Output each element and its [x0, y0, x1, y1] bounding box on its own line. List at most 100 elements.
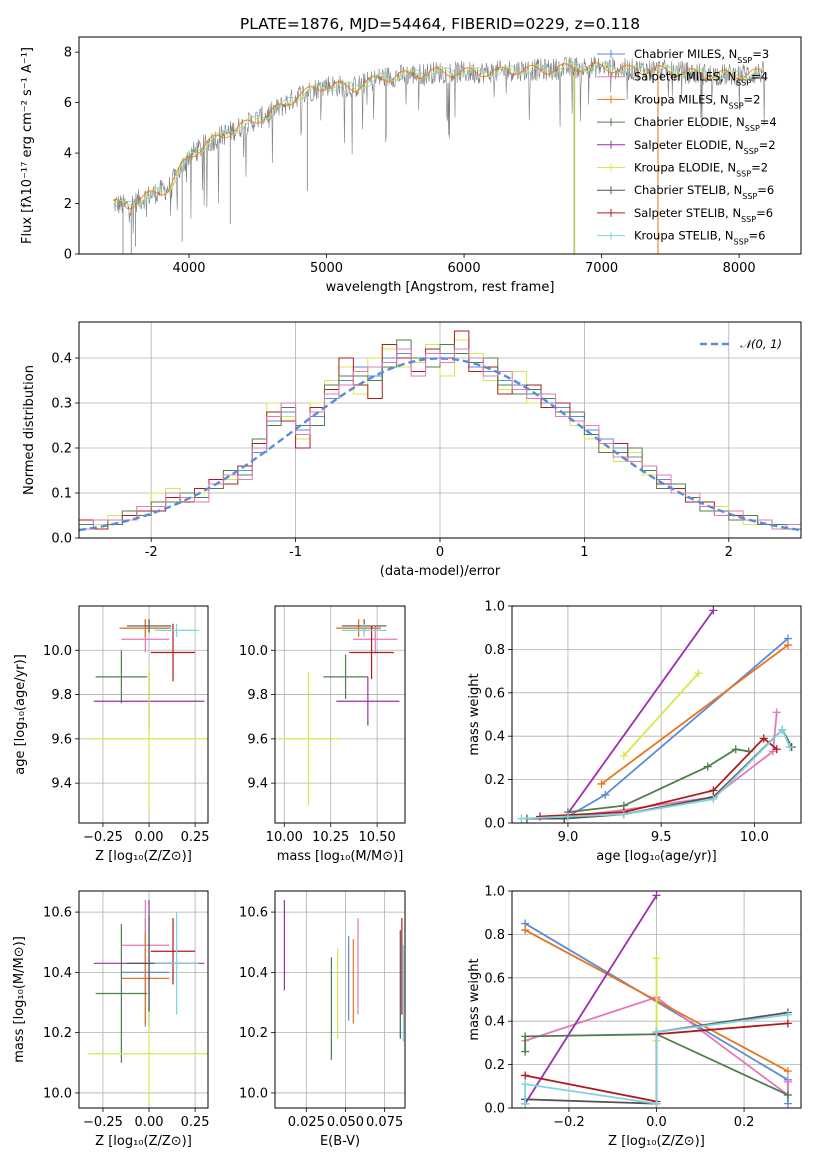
y-tick-label: 0.6 [484, 971, 505, 986]
point-marker [601, 790, 610, 799]
y-tick-label: 10.4 [43, 966, 72, 981]
x-tick-label: 8000 [723, 261, 756, 276]
axes-residuals: -2 -1 0 1 2 0.0 0.1 0.2 0.3 0.4 (data-model)/error… [22, 321, 802, 579]
y-tick-label: 8 [64, 46, 72, 61]
axes-frame-weight_vs_Z [511, 890, 802, 1109]
point-marker [652, 954, 661, 963]
x-axis-label: mass [log₁₀(M/M⊙)] [277, 849, 404, 864]
y-tick-label: 2 [64, 197, 72, 212]
x-axis-label: Z [log₁₀(Z/Z⊙)] [95, 1134, 192, 1149]
legend-label: 𝒩(0, 1) [740, 337, 782, 351]
legend-spectrum: Chabrier MILES, NSSP=3 Salpeter MILES, NS… [597, 47, 777, 246]
point-marker [783, 1099, 792, 1108]
legend-label: Chabrier STELIB, NSSP=6 [634, 183, 774, 201]
y-axis-label: Flux [fλ10⁻¹⁷ erg cm⁻² s⁻¹ A⁻¹] [20, 47, 35, 244]
point-marker [521, 1032, 530, 1041]
x-tick-label: 9.5 [651, 830, 672, 845]
axes-weight_vs_Z: −0.2 0.0 0.2 0.0 0.2 0.4 0.6 0.8 1.0 Z [log₁₀(Z/Z… [467, 885, 802, 1149]
plot-area-spectrum [113, 56, 767, 254]
y-tick-label: 9.4 [247, 777, 268, 792]
y-tick-label: 10.2 [43, 1026, 72, 1041]
y-tick-label: 0.0 [484, 817, 505, 832]
point-marker [535, 812, 544, 821]
point-marker [563, 812, 572, 821]
y-axis-label: mass [log₁₀(M/M⊙)] [12, 936, 27, 1063]
x-tick-label: 6000 [448, 261, 481, 276]
point-marker [783, 641, 792, 650]
y-tick-label: 9.4 [51, 777, 72, 792]
legend-label: Kroupa ELODIE, NSSP=2 [634, 161, 768, 179]
legend-label: Kroupa MILES, NSSP=2 [634, 92, 760, 110]
point-marker [521, 1080, 530, 1089]
y-tick-label: 4 [64, 147, 72, 162]
x-tick-label: 0.050 [327, 1115, 364, 1130]
point-marker [783, 1010, 792, 1019]
y-tick-label: 10.0 [43, 644, 72, 659]
y-tick-label: 0.1 [51, 487, 72, 502]
y-tick-label: 0.6 [484, 686, 505, 701]
y-tick-label: 0.0 [484, 1102, 505, 1117]
y-axis-label: mass weight [467, 958, 482, 1040]
y-tick-label: 9.6 [51, 732, 72, 747]
point-marker [783, 1077, 792, 1086]
point-marker [619, 810, 628, 819]
x-tick-label: 4000 [172, 261, 205, 276]
point-marker [652, 1099, 661, 1108]
point-marker [709, 795, 718, 804]
legend-label: Kroupa STELIB, NSSP=6 [634, 229, 765, 247]
plot-layer: 4000 5000 6000 7000 8000 0 2 4 6 8 wavelength [Ang… [12, 36, 802, 1149]
weight-line [524, 1033, 789, 1096]
x-tick-label: 9.0 [558, 830, 579, 845]
weight-line [623, 672, 700, 757]
x-axis-label: Z [log₁₀(Z/Z⊙)] [608, 1134, 705, 1149]
y-axis-label: mass weight [467, 673, 482, 755]
x-tick-label: 5000 [310, 261, 343, 276]
legend-label: Salpeter MILES, NSSP=4 [634, 70, 768, 88]
legend-label: Salpeter STELIB, NSSP=6 [634, 206, 773, 224]
y-tick-label: 0.4 [484, 730, 505, 745]
model-spectrum-line [113, 62, 764, 208]
x-axis-label: Z [log₁₀(Z/Z⊙)] [95, 849, 192, 864]
x-tick-label: 0.075 [366, 1115, 403, 1130]
x-axis-label: E(B-V) [320, 1134, 360, 1149]
y-tick-label: 10.6 [239, 906, 268, 921]
axes-frame-weight_vs_age [511, 605, 802, 824]
x-axis-label: (data-model)/error [380, 564, 501, 579]
plot-area-weight_vs_Z [521, 891, 792, 1108]
y-tick-label: 0.2 [484, 773, 505, 788]
point-marker [772, 708, 781, 717]
weight-line [600, 644, 789, 785]
y-tick-label: 0.2 [484, 1058, 505, 1073]
figure-title: PLATE=1876, MJD=54464, FIBERID=0229, z=0… [240, 15, 640, 33]
y-tick-label: 10.0 [239, 644, 268, 659]
point-marker [783, 1090, 792, 1099]
histogram-step [79, 348, 801, 530]
weight-line [524, 996, 789, 1097]
point-marker [521, 1047, 530, 1056]
point-marker [652, 1028, 661, 1037]
y-tick-label: 0.4 [484, 1015, 505, 1030]
point-marker [521, 926, 530, 935]
axes-frame-age_vs_mass [274, 605, 406, 824]
y-tick-label: 0.3 [51, 397, 72, 412]
y-tick-label: 0.8 [484, 643, 505, 658]
axes-frame-residuals [78, 321, 802, 539]
weight-line [521, 728, 791, 820]
axes-frame-mass_vs_ebv [274, 890, 406, 1109]
x-axis-label: age [log₁₀(age/yr)] [596, 849, 717, 864]
point-marker [759, 734, 768, 743]
point-marker [783, 1067, 792, 1076]
legend-label: Chabrier MILES, NSSP=3 [634, 47, 769, 65]
y-tick-label: 9.8 [247, 688, 268, 703]
y-axis-label: age [log₁₀(age/yr)] [13, 654, 28, 775]
x-tick-label: 0 [436, 545, 444, 560]
x-tick-label: 10.25 [312, 830, 349, 845]
plot-area-weight_vs_age [517, 606, 796, 823]
y-tick-label: 10.0 [43, 1086, 72, 1101]
y-tick-label: 0 [64, 248, 72, 263]
x-axis-label: wavelength [Angstrom, rest frame] [326, 280, 555, 295]
plot-area-residuals [79, 330, 801, 532]
axes-age_vs_mass: 10.00 10.25 10.50 9.4 9.6 9.8 10.0 mass [log₁₀(… [239, 605, 406, 864]
